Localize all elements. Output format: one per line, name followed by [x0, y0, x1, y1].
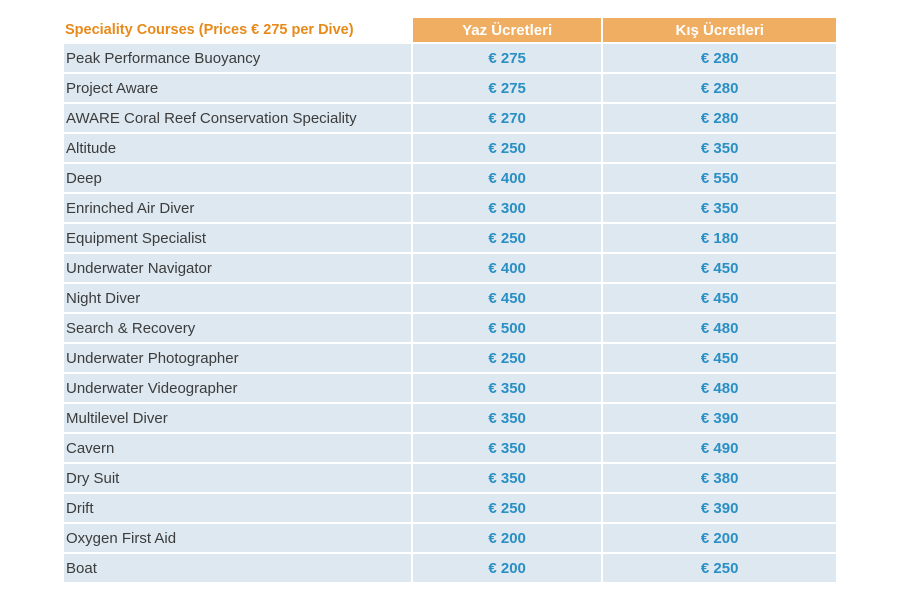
- table-row: Equipment Specialist € 250 € 180: [64, 224, 836, 252]
- table-row: Boat € 200 € 250: [64, 554, 836, 582]
- table-row: Underwater Photographer € 250 € 450: [64, 344, 836, 372]
- table-row: Enrinched Air Diver € 300 € 350: [64, 194, 836, 222]
- course-name-cell: Enrinched Air Diver: [64, 194, 411, 222]
- winter-price-cell: € 450: [603, 284, 836, 312]
- summer-price-cell: € 200: [412, 524, 602, 552]
- table-row: Night Diver € 450 € 450: [64, 284, 836, 312]
- winter-price-cell: € 180: [603, 224, 836, 252]
- summer-price-cell: € 250: [412, 494, 602, 522]
- table-body: Peak Performance Buoyancy € 275 € 280 Pr…: [64, 44, 836, 582]
- table-row: Drift € 250 € 390: [64, 494, 836, 522]
- course-name-cell: Underwater Navigator: [64, 254, 411, 282]
- course-name-cell: AWARE Coral Reef Conservation Speciality: [64, 104, 411, 132]
- course-name-cell: Underwater Photographer: [64, 344, 411, 372]
- table-row: Project Aware € 275 € 280: [64, 74, 836, 102]
- course-name-cell: Search & Recovery: [64, 314, 411, 342]
- course-name-cell: Dry Suit: [64, 464, 411, 492]
- table-row: Altitude € 250 € 350: [64, 134, 836, 162]
- table-row: Peak Performance Buoyancy € 275 € 280: [64, 44, 836, 72]
- summer-price-cell: € 275: [412, 44, 602, 72]
- summer-price-cell: € 500: [412, 314, 602, 342]
- course-name-cell: Project Aware: [64, 74, 411, 102]
- course-name-cell: Cavern: [64, 434, 411, 462]
- winter-price-cell: € 280: [603, 74, 836, 102]
- winter-price-cell: € 480: [603, 314, 836, 342]
- summer-price-cell: € 300: [412, 194, 602, 222]
- table-header: Speciality Courses (Prices € 275 per Div…: [64, 18, 836, 42]
- summer-price-cell: € 250: [412, 224, 602, 252]
- table-row: Deep € 400 € 550: [64, 164, 836, 192]
- table-row: AWARE Coral Reef Conservation Speciality…: [64, 104, 836, 132]
- winter-price-cell: € 280: [603, 44, 836, 72]
- course-name-cell: Underwater Videographer: [64, 374, 411, 402]
- winter-price-cell: € 390: [603, 494, 836, 522]
- table-row: Cavern € 350 € 490: [64, 434, 836, 462]
- table-row: Oxygen First Aid € 200 € 200: [64, 524, 836, 552]
- course-name-cell: Deep: [64, 164, 411, 192]
- summer-price-cell: € 450: [412, 284, 602, 312]
- summer-price-cell: € 250: [412, 344, 602, 372]
- summer-price-cell: € 350: [412, 464, 602, 492]
- summer-price-cell: € 350: [412, 374, 602, 402]
- course-name-cell: Boat: [64, 554, 411, 582]
- speciality-courses-table: Speciality Courses (Prices € 275 per Div…: [62, 16, 838, 584]
- course-name-cell: Peak Performance Buoyancy: [64, 44, 411, 72]
- summer-price-cell: € 275: [412, 74, 602, 102]
- summer-price-column-header: Yaz Ücretleri: [412, 18, 602, 42]
- course-name-cell: Multilevel Diver: [64, 404, 411, 432]
- course-name-cell: Oxygen First Aid: [64, 524, 411, 552]
- winter-price-cell: € 480: [603, 374, 836, 402]
- summer-price-cell: € 250: [412, 134, 602, 162]
- winter-price-cell: € 390: [603, 404, 836, 432]
- table-row: Underwater Navigator € 400 € 450: [64, 254, 836, 282]
- summer-price-cell: € 400: [412, 254, 602, 282]
- course-column-header: Speciality Courses (Prices € 275 per Div…: [64, 18, 411, 42]
- course-name-cell: Altitude: [64, 134, 411, 162]
- winter-price-cell: € 350: [603, 134, 836, 162]
- summer-price-cell: € 400: [412, 164, 602, 192]
- winter-price-cell: € 450: [603, 254, 836, 282]
- winter-price-column-header: Kış Ücretleri: [603, 18, 836, 42]
- course-name-cell: Equipment Specialist: [64, 224, 411, 252]
- winter-price-cell: € 350: [603, 194, 836, 222]
- table-row: Underwater Videographer € 350 € 480: [64, 374, 836, 402]
- summer-price-cell: € 350: [412, 434, 602, 462]
- header-row: Speciality Courses (Prices € 275 per Div…: [64, 18, 836, 42]
- table-row: Multilevel Diver € 350 € 390: [64, 404, 836, 432]
- winter-price-cell: € 380: [603, 464, 836, 492]
- winter-price-cell: € 490: [603, 434, 836, 462]
- winter-price-cell: € 280: [603, 104, 836, 132]
- winter-price-cell: € 200: [603, 524, 836, 552]
- winter-price-cell: € 450: [603, 344, 836, 372]
- course-name-cell: Night Diver: [64, 284, 411, 312]
- summer-price-cell: € 200: [412, 554, 602, 582]
- winter-price-cell: € 550: [603, 164, 836, 192]
- winter-price-cell: € 250: [603, 554, 836, 582]
- summer-price-cell: € 350: [412, 404, 602, 432]
- summer-price-cell: € 270: [412, 104, 602, 132]
- table-row: Dry Suit € 350 € 380: [64, 464, 836, 492]
- table-row: Search & Recovery € 500 € 480: [64, 314, 836, 342]
- course-name-cell: Drift: [64, 494, 411, 522]
